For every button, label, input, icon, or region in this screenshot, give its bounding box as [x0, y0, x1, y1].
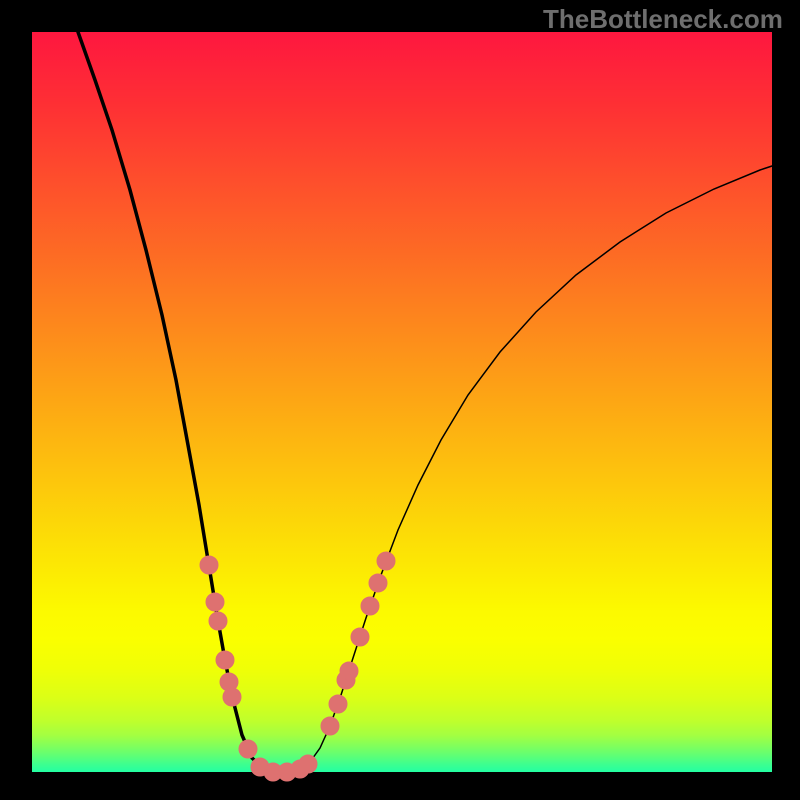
data-marker: [223, 688, 241, 706]
data-marker: [209, 612, 227, 630]
data-marker: [377, 552, 395, 570]
data-marker: [340, 662, 358, 680]
data-marker: [329, 695, 347, 713]
curve-right: [282, 166, 772, 772]
data-marker: [299, 755, 317, 773]
data-marker: [369, 574, 387, 592]
data-marker: [361, 597, 379, 615]
data-marker: [206, 593, 224, 611]
watermark-text: TheBottleneck.com: [543, 4, 783, 35]
curve-layer: [0, 0, 800, 800]
data-marker: [200, 556, 218, 574]
data-marker: [351, 628, 369, 646]
data-marker: [216, 651, 234, 669]
data-marker: [239, 740, 257, 758]
curve-left: [78, 32, 282, 772]
chart-container: TheBottleneck.com: [0, 0, 800, 800]
data-marker: [321, 717, 339, 735]
